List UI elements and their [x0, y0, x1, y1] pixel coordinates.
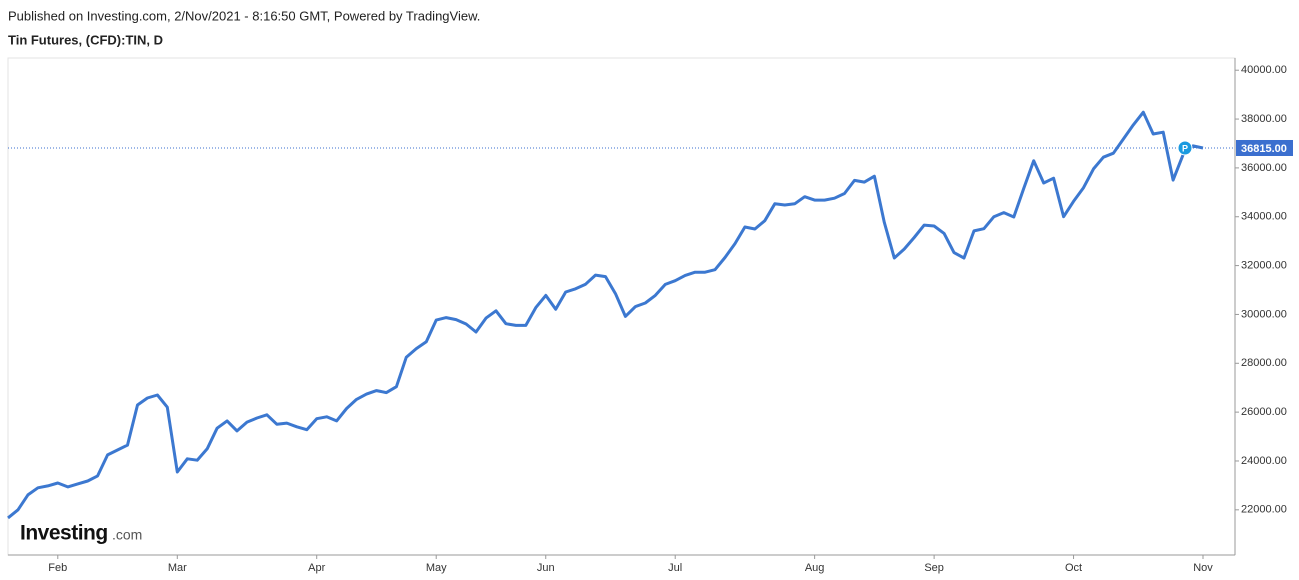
y-tick-label: 36000.00 [1241, 162, 1287, 174]
chart-subtitle: Tin Futures, (CFD):TIN, D [8, 32, 163, 47]
y-tick-label: 32000.00 [1241, 259, 1287, 271]
x-tick-label: Feb [48, 562, 67, 574]
marker-badge [1177, 140, 1193, 156]
logo: Investing .com [20, 522, 142, 545]
x-tick-label: Aug [805, 562, 825, 574]
x-tick-label: Nov [1193, 562, 1213, 574]
x-tick-label: Sep [924, 562, 944, 574]
y-tick-label: 26000.00 [1241, 406, 1287, 418]
logo-name: Investing [20, 522, 108, 545]
y-tick-label: 24000.00 [1241, 455, 1287, 467]
x-tick-label: May [426, 562, 447, 574]
price-label: 36815.00 [1241, 143, 1287, 155]
y-tick-label: 28000.00 [1241, 357, 1287, 369]
logo-suffix: .com [112, 527, 142, 543]
marker-badge-label: P [1182, 143, 1188, 153]
price-label-box [1236, 139, 1293, 156]
y-tick-label: 22000.00 [1241, 504, 1287, 516]
y-tick-label: 30000.00 [1241, 308, 1287, 320]
y-tick-label: 38000.00 [1241, 113, 1287, 125]
x-tick-label: Mar [168, 562, 187, 574]
y-tick-label: 40000.00 [1241, 64, 1287, 76]
x-tick-label: Jun [537, 562, 555, 574]
x-tick-label: Jul [668, 562, 682, 574]
x-tick-label: Apr [308, 562, 325, 574]
price-line-series [7, 110, 1204, 520]
y-tick-label: 34000.00 [1241, 211, 1287, 223]
x-tick-label: Oct [1065, 562, 1082, 574]
chart-title: Published on Investing.com, 2/Nov/2021 -… [8, 8, 480, 23]
